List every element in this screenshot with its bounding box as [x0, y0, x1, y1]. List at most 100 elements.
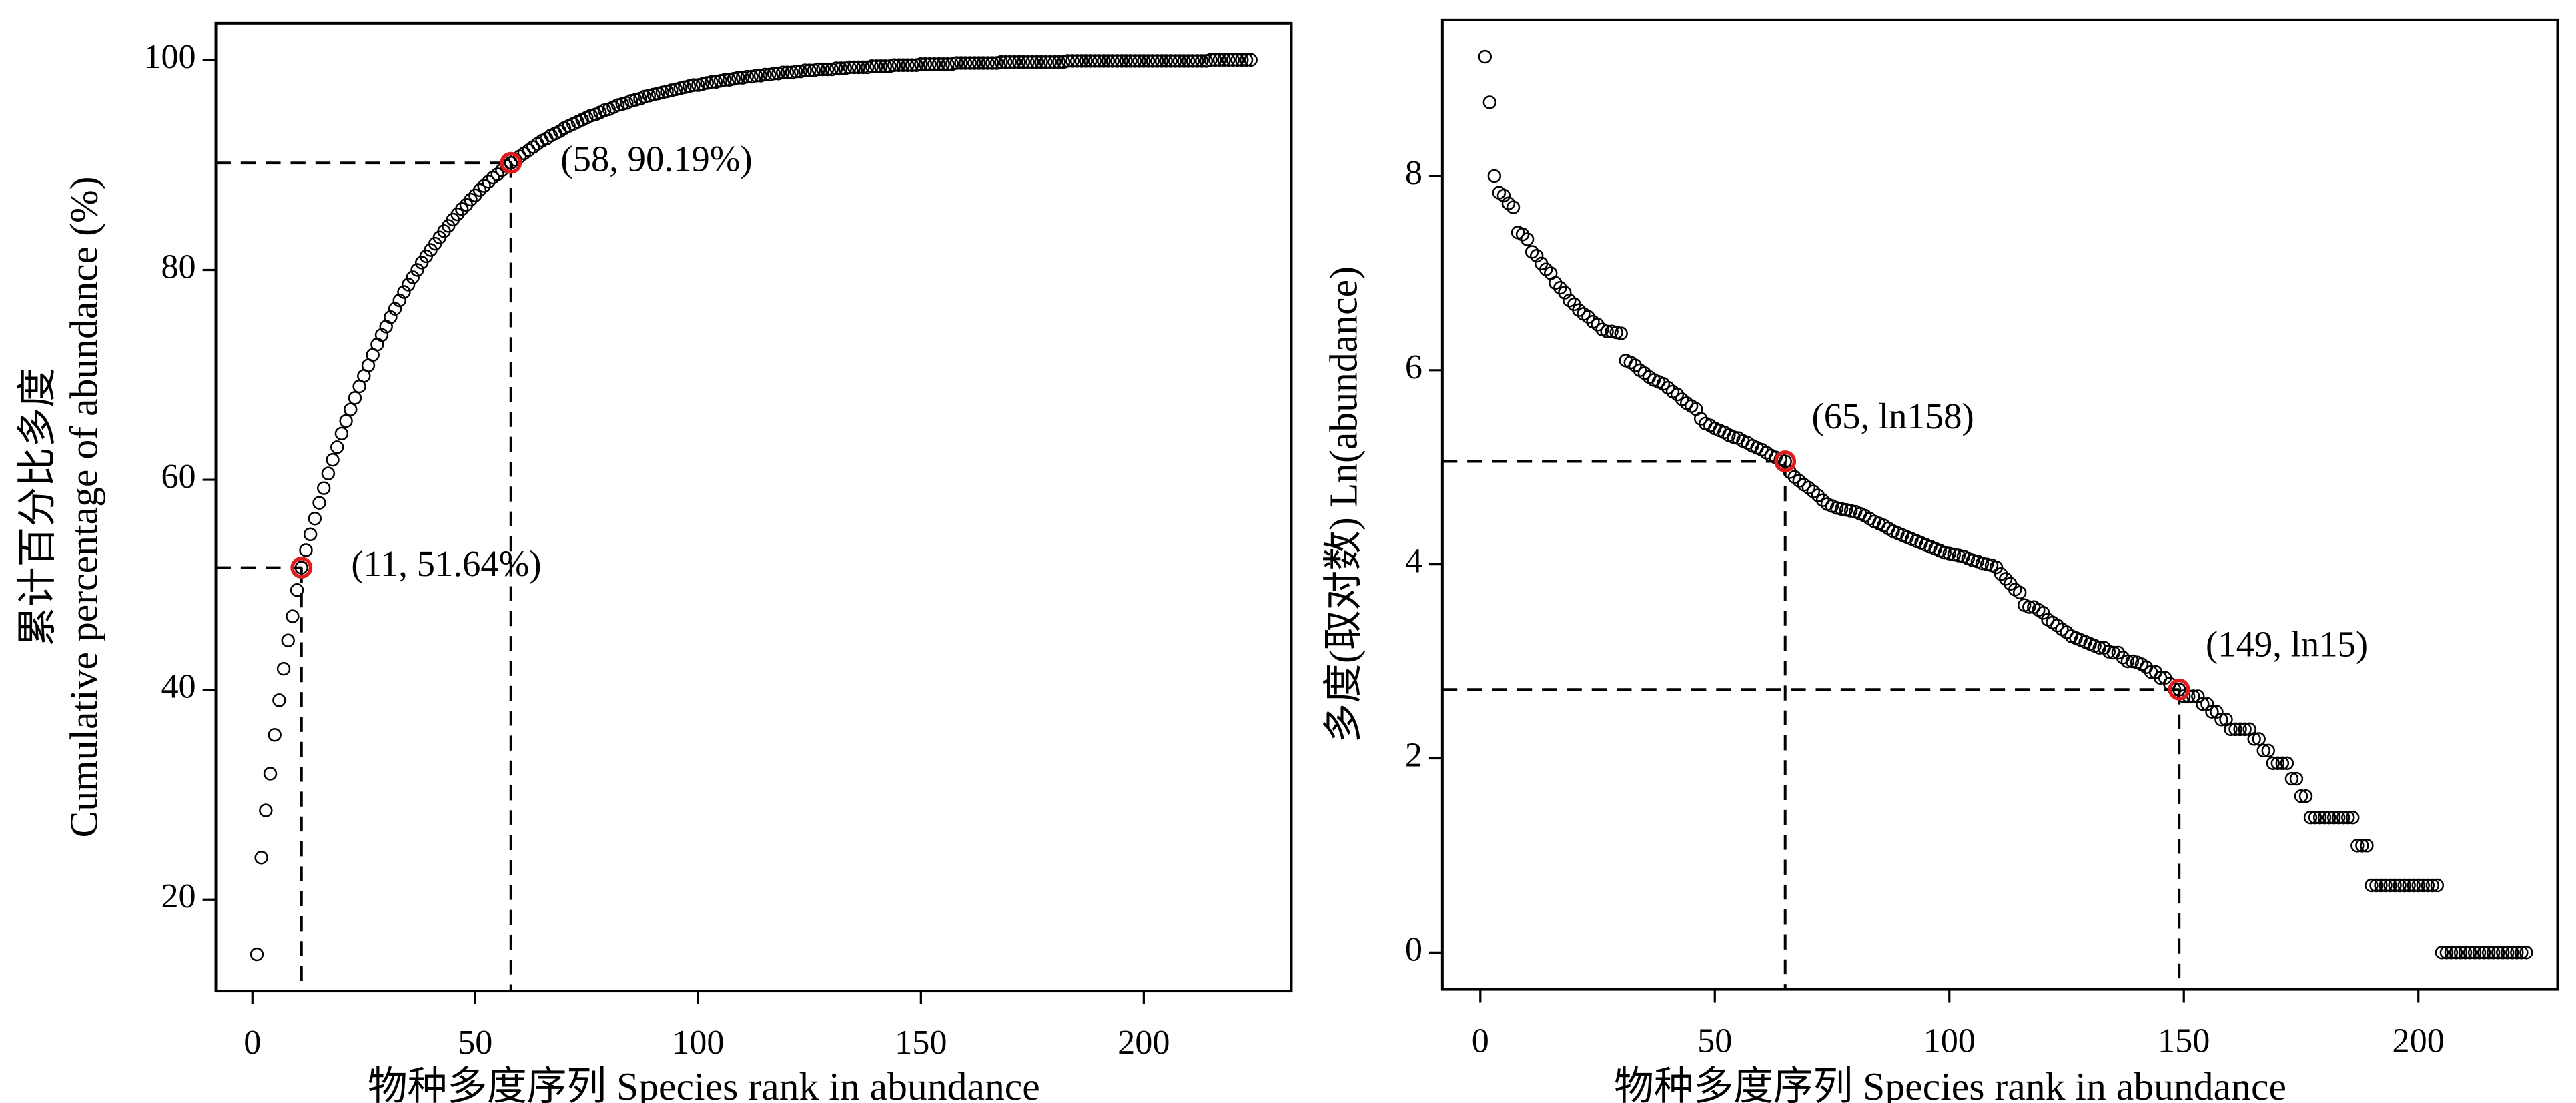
data-point: [958, 56, 973, 70]
data-point: [927, 57, 941, 71]
data-point: [1839, 503, 1853, 517]
data-point: [2270, 756, 2285, 770]
data-point: [2210, 705, 2224, 719]
data-point: [2280, 756, 2294, 770]
data-point: [1212, 53, 1227, 67]
data-point: [874, 59, 888, 73]
data-point: [1553, 281, 1567, 295]
data-point: [1482, 95, 1497, 109]
data-point: [1079, 54, 1093, 68]
data-point: [1226, 53, 1240, 67]
data-point: [1506, 200, 1521, 214]
y-tick-label: 6: [1405, 348, 1422, 386]
data-point: [2228, 722, 2242, 737]
data-point: [811, 62, 825, 77]
data-point: [1661, 380, 1675, 395]
data-point: [1069, 54, 1084, 68]
data-point: [1177, 54, 1191, 68]
data-point: [1137, 54, 1151, 68]
plot-frame: [1440, 18, 2559, 991]
data-point: [1487, 169, 1502, 183]
data-point: [1195, 54, 1209, 68]
data-point: [967, 56, 981, 70]
data-point: [2411, 878, 2425, 893]
data-point: [2317, 811, 2332, 825]
data-point: [1168, 54, 1182, 68]
data-point: [348, 391, 362, 405]
data-point: [1003, 55, 1017, 69]
x-axis-label: 物种多度序列 Species rank in abundance: [368, 1064, 1040, 1103]
data-point: [406, 270, 420, 284]
data-point: [1047, 55, 1061, 69]
data-point: [321, 466, 336, 480]
data-point: [2012, 585, 2027, 600]
data-point: [705, 75, 719, 89]
data-point: [2444, 946, 2459, 960]
data-point: [1656, 376, 1671, 391]
data-point: [2341, 811, 2355, 825]
data-point: [2332, 811, 2346, 825]
plot-frame: [214, 21, 1293, 993]
data-point: [2435, 946, 2449, 960]
data-point: [820, 62, 835, 77]
x-tick-label: 0: [244, 1023, 261, 1062]
data-point: [259, 803, 273, 817]
data-point: [490, 167, 504, 181]
data-point: [1952, 548, 1966, 563]
data-point: [2416, 878, 2430, 893]
highlight-point: [500, 151, 522, 174]
data-point: [1025, 55, 1039, 69]
data-point: [2284, 771, 2299, 786]
data-point: [843, 60, 857, 75]
data-point: [2224, 722, 2238, 737]
annotation-label: (149, ln15): [2206, 624, 2368, 665]
data-point: [1496, 188, 1511, 203]
data-point: [1065, 54, 1080, 68]
data-point: [1034, 55, 1048, 69]
data-point: [2383, 878, 2397, 893]
data-point: [2252, 732, 2266, 746]
x-tick-label: 50: [1697, 1022, 1732, 1060]
data-point: [2458, 946, 2473, 960]
data-point: [1039, 55, 1053, 69]
data-point: [776, 65, 790, 79]
data-point: [2397, 878, 2411, 893]
data-point: [1600, 324, 1614, 338]
data-point: [2125, 654, 2140, 669]
data-point: [896, 58, 910, 72]
data-point: [1792, 474, 1807, 488]
data-point: [2275, 756, 2290, 770]
data-point: [2247, 732, 2261, 746]
x-tick-label: 50: [458, 1023, 492, 1062]
data-point: [1217, 53, 1231, 67]
data-point: [2205, 705, 2219, 719]
data-point: [2379, 878, 2393, 893]
data-point: [789, 64, 803, 79]
data-point: [1501, 196, 1516, 210]
data-point: [1097, 54, 1111, 68]
data-point: [1012, 55, 1026, 69]
data-point: [1947, 547, 1961, 562]
data-point: [2322, 811, 2336, 825]
data-point: [2111, 645, 2126, 660]
annotation-label: (11, 51.64%): [351, 543, 541, 584]
data-point: [1092, 54, 1106, 68]
data-point: [856, 60, 870, 75]
data-point: [326, 452, 340, 467]
data-point: [2177, 689, 2191, 703]
data-point: [901, 58, 915, 72]
data-point: [687, 78, 701, 92]
data-point: [2172, 683, 2186, 697]
data-point: [1998, 572, 2013, 586]
y-tick-label: 0: [1405, 930, 1422, 968]
data-point: [816, 62, 830, 77]
data-point: [1811, 488, 1825, 502]
data-point: [936, 57, 950, 71]
data-point: [2501, 946, 2515, 960]
data-point: [2407, 878, 2421, 893]
data-point: [472, 183, 487, 198]
highlight-point: [2168, 678, 2190, 701]
data-point: [401, 278, 416, 292]
data-point: [1061, 54, 1075, 68]
data-point: [2481, 946, 2496, 960]
